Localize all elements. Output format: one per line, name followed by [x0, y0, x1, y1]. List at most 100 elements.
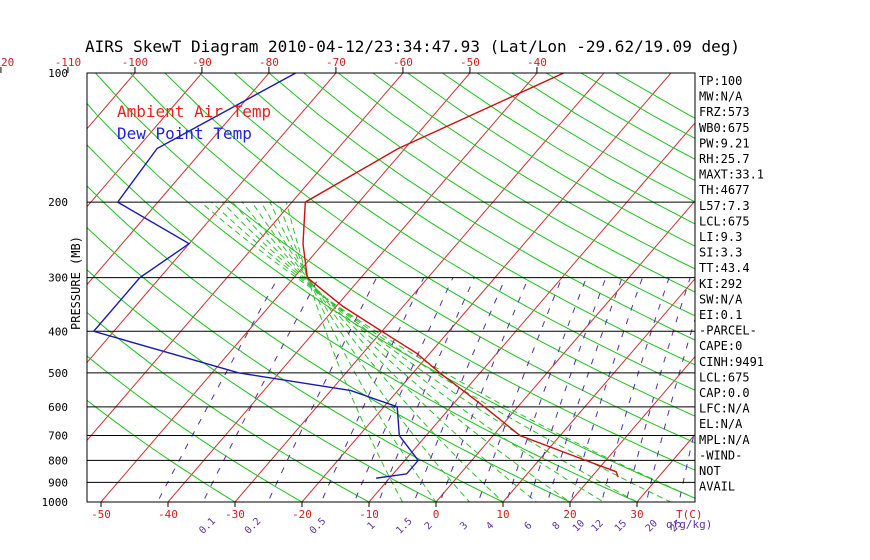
dry-adiabat-line: [87, 355, 304, 502]
stability-index-label: -PARCEL-: [699, 324, 757, 338]
mixing-ratio-tick-label: 1: [365, 520, 377, 532]
stability-index-label: -WIND-: [699, 448, 742, 462]
moist-adiabat-line: [211, 201, 672, 502]
isotherm-line: [569, 355, 695, 502]
pressure-tick-label: 300: [48, 272, 68, 285]
moist-adiabat-line: [221, 201, 639, 502]
mixing-ratio-tick-label: 12: [590, 518, 606, 534]
moist-adiabat-line: [285, 201, 404, 502]
isotherm-line: [87, 73, 270, 286]
mixing-ratio-line: [546, 277, 623, 502]
moist-adiabat-line: [277, 201, 437, 502]
top-temp-tick-label: -120: [0, 56, 14, 69]
mixing-ratio-line: [505, 277, 587, 502]
stability-index-label: CAPE:0: [699, 339, 742, 353]
isotherm-line: [301, 73, 672, 502]
dry-adiabat-line: [95, 73, 695, 471]
bottom-temp-tick-label: 10: [496, 508, 509, 521]
isotherm-line: [87, 73, 203, 208]
stability-index-label: TP:100: [699, 74, 742, 88]
pressure-tick-label: 400: [48, 325, 68, 338]
dry-adiabat-line: [164, 73, 695, 417]
mixing-ratio-line: [353, 277, 454, 502]
mixing-ratio-tick-label: 0.2: [243, 516, 264, 537]
stability-index-label: AVAIL: [699, 480, 735, 494]
background-grid: [0, 73, 870, 502]
isotherm-line: [771, 73, 870, 502]
dry-adiabat-line: [303, 73, 695, 317]
chart-title: AIRS SkewT Diagram 2010-04-12/23:34:47.9…: [85, 37, 740, 56]
stability-index-label: SW:N/A: [699, 292, 743, 306]
stability-index-label: EL:N/A: [699, 417, 743, 431]
dry-adiabat-line: [372, 73, 695, 270]
mixing-ratio-line: [439, 277, 529, 502]
isotherm-line: [167, 73, 538, 502]
mixing-ratio-line: [528, 277, 607, 502]
mixing-ratio-line: [320, 277, 425, 502]
stability-index-label: EI:0.1: [699, 308, 742, 322]
mixing-ratio-tick-label: 8: [551, 520, 563, 532]
isotherm-line: [502, 277, 695, 502]
moist-adiabat-line: [231, 201, 605, 502]
mixing-ratio-line: [477, 277, 563, 502]
dry-adiabat-line: [199, 73, 695, 391]
mixing-ratio-line: [413, 277, 506, 502]
mixing-ratio-line: [570, 277, 643, 502]
mixing-ratio-tick-label: 1.5: [394, 516, 415, 537]
pressure-tick-label: 100: [48, 67, 68, 80]
stability-index-label: LCL:675: [699, 214, 750, 228]
stability-index-label: SI:3.3: [699, 246, 742, 260]
top-temp-tick-label: -70: [326, 56, 346, 69]
dry-adiabat-line: [87, 144, 639, 502]
stability-index-label: LFC:N/A: [699, 402, 750, 416]
dry-adiabat-line: [233, 73, 695, 366]
stability-index-label: WB0:675: [699, 121, 750, 135]
dry-adiabat-line: [87, 185, 572, 502]
stability-index-label: L57:7.3: [699, 199, 750, 213]
dry-adiabat-line: [87, 226, 505, 502]
dry-adiabat-line: [511, 73, 695, 182]
dry-adiabat-line: [129, 73, 695, 444]
dry-adiabat-line: [268, 73, 695, 341]
stability-index-label: TT:43.4: [699, 261, 750, 275]
top-temp-tick-label: -60: [393, 56, 413, 69]
isobars: [87, 201, 695, 483]
plot-frame: [86, 72, 696, 503]
top-temp-tick-label: -110: [55, 56, 82, 69]
moist-adiabat-line: [241, 201, 571, 502]
legend-air-temp: Ambient Air Temp: [117, 102, 271, 121]
temperature-unit-label: T(C): [676, 508, 703, 521]
isotherm-line: [87, 73, 404, 442]
pressure-tick-label: 600: [48, 401, 68, 414]
mixing-ratio-unit-label: q(g/kg): [666, 518, 712, 531]
mixing-ratio-tick-label: 4: [484, 520, 496, 532]
dry-adiabat-line: [476, 73, 695, 203]
stability-index-label: CINH:9491: [699, 355, 764, 369]
dry-adiabat-line: [87, 269, 438, 502]
moist-adiabat-line: [269, 201, 471, 502]
air-temp-profile-line: [302, 73, 619, 478]
bottom-temp-tick-label: 0: [433, 508, 440, 521]
mixing-ratio-line: [625, 277, 691, 502]
mixing-ratio-tick-label: 6: [523, 520, 535, 532]
stability-index-label: MAXT:33.1: [699, 168, 764, 182]
top-temp-tick-label: -90: [192, 56, 212, 69]
moist-adiabat-line: [251, 201, 538, 502]
bottom-temp-tick-label: -50: [91, 508, 111, 521]
pressure-tick-label: 500: [48, 367, 68, 380]
stability-index-label: LI:9.3: [699, 230, 742, 244]
mixing-ratio-line: [156, 277, 279, 502]
stability-index-label: PW:9.21: [699, 136, 750, 150]
mixing-ratio-tick-label: 0.1: [197, 516, 218, 537]
pressure-tick-label: 800: [48, 454, 68, 467]
moist-adiabat-line: [260, 201, 504, 502]
top-temp-tick-label: -50: [460, 56, 480, 69]
isotherm-line: [0, 73, 1, 502]
mixing-ratio-line: [377, 277, 475, 502]
dry-adiabat-line: [87, 399, 236, 502]
pressure-tick-label: 700: [48, 430, 68, 443]
bottom-temp-tick-label: -40: [158, 508, 178, 521]
mixing-ratio-line: [267, 277, 378, 502]
